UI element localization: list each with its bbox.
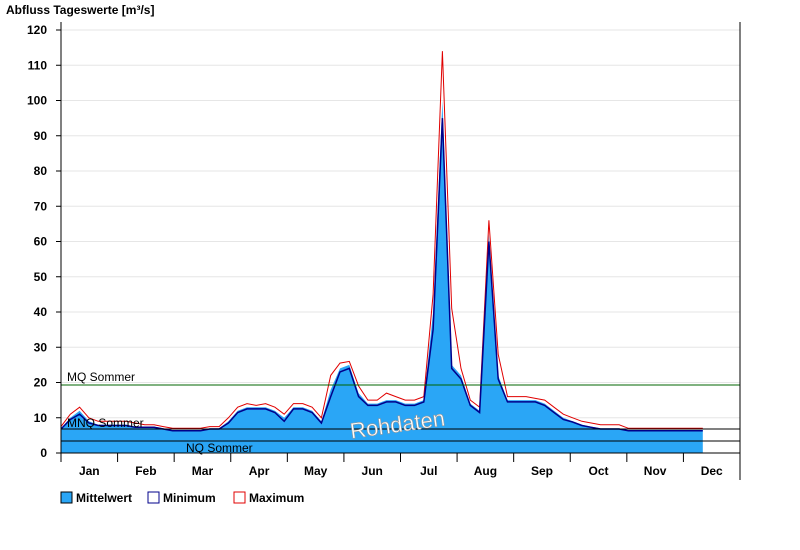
x-tick-label: Jan (79, 464, 100, 478)
y-tick-label: 40 (34, 305, 48, 319)
legend-label: Maximum (249, 491, 304, 505)
series-line (60, 118, 703, 432)
y-tick-label: 60 (34, 235, 48, 249)
legend-swatch (60, 491, 73, 504)
x-tick-label: Oct (589, 464, 609, 478)
legend-label: Minimum (163, 491, 216, 505)
legend-item: Mittelwert (60, 491, 132, 505)
x-tick-label: Apr (249, 464, 270, 478)
y-tick-label: 50 (34, 270, 48, 284)
y-tick-label: 20 (34, 376, 48, 390)
x-tick-label: Feb (135, 464, 156, 478)
x-tick-label: Dec (701, 464, 723, 478)
x-tick-label: Nov (644, 464, 667, 478)
x-tick-label: Mar (192, 464, 214, 478)
legend-label: Mittelwert (76, 491, 132, 505)
y-tick-label: 120 (27, 23, 47, 37)
legend-item: Maximum (233, 491, 304, 505)
legend-item: Minimum (147, 491, 216, 505)
x-tick-label: Sep (531, 464, 553, 478)
y-tick-label: 100 (27, 94, 47, 108)
y-tick-label: 70 (34, 199, 48, 213)
reference-label: MQ Sommer (67, 370, 135, 384)
x-tick-label: Aug (474, 464, 497, 478)
chart-title: Abfluss Tageswerte [m³/s] (6, 3, 154, 17)
y-tick-label: 10 (34, 411, 48, 425)
reference-label: MNQ Sommer (67, 416, 144, 430)
x-tick-label: May (304, 464, 328, 478)
y-tick-label: 30 (34, 340, 48, 354)
y-tick-label: 80 (34, 164, 48, 178)
series-line (60, 51, 703, 429)
legend-swatch (147, 491, 160, 504)
x-tick-label: Jul (420, 464, 437, 478)
reference-label: NQ Sommer (186, 441, 253, 455)
x-tick-label: Jun (362, 464, 383, 478)
y-tick-label: 110 (28, 58, 48, 72)
y-tick-label: 90 (34, 129, 48, 143)
y-tick-label: 0 (40, 446, 47, 460)
legend-swatch (233, 491, 246, 504)
